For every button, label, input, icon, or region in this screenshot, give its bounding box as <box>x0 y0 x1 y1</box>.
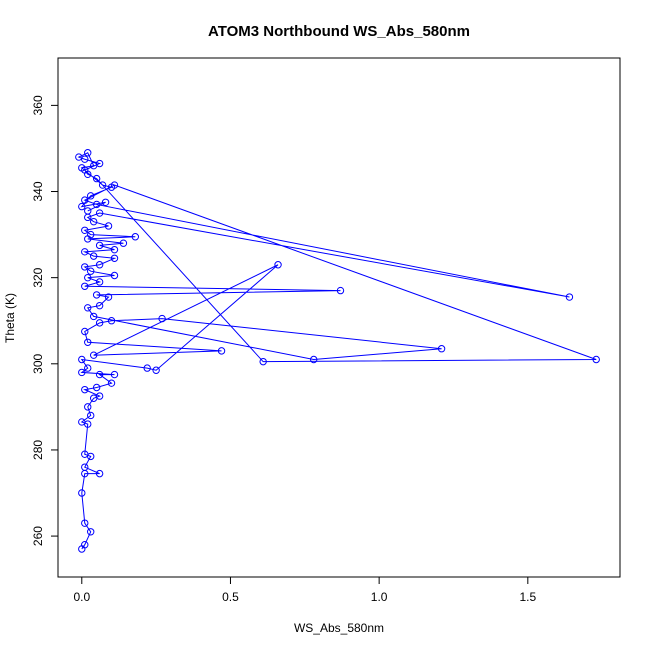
data-point <box>87 528 95 536</box>
data-point <box>95 319 104 327</box>
x-axis-label: WS_Abs_580nm <box>294 621 384 635</box>
data-point <box>81 248 89 256</box>
data-point <box>87 192 95 200</box>
data-point <box>119 239 128 247</box>
data-point <box>217 347 226 355</box>
data-point <box>104 293 113 301</box>
data-point <box>95 241 104 250</box>
data-point <box>143 364 151 372</box>
data-point <box>107 183 116 191</box>
data-point <box>274 261 282 269</box>
y-tick-label: 280 <box>31 440 45 460</box>
data-point <box>152 366 160 374</box>
data-point <box>110 254 119 262</box>
y-axis-label: Theta (K) <box>3 293 17 343</box>
x-tick-label: 1.5 <box>519 590 536 604</box>
data-point <box>84 149 92 157</box>
data-point <box>81 263 89 271</box>
data-point <box>107 317 116 325</box>
y-tick-label: 300 <box>31 353 45 373</box>
data-point <box>437 345 446 353</box>
y-tick-label: 320 <box>31 267 45 287</box>
data-point <box>75 153 83 161</box>
data-point <box>89 252 98 260</box>
data-point <box>84 403 92 411</box>
data-point <box>110 245 119 254</box>
data-point <box>95 209 104 217</box>
data-point <box>78 489 86 497</box>
data-point <box>87 230 95 239</box>
y-axis: 260 280 300 320 340 360 <box>31 95 58 546</box>
data-point <box>84 304 92 312</box>
data-point <box>87 411 95 420</box>
data-point <box>81 519 89 527</box>
data-point <box>78 368 86 377</box>
data-point <box>92 291 101 299</box>
data-point <box>92 200 101 209</box>
data-point <box>98 181 107 189</box>
data-point <box>259 357 267 366</box>
data-point <box>158 314 166 323</box>
data-point <box>95 278 104 286</box>
data-point <box>84 364 92 372</box>
data-point <box>95 261 104 269</box>
data-point <box>131 233 140 241</box>
data-point <box>78 202 86 211</box>
series-layer <box>75 149 600 553</box>
chart-title: ATOM3 Northbound WS_Abs_580nm <box>208 23 470 40</box>
data-point <box>78 164 86 172</box>
data-point <box>107 379 116 387</box>
data-point <box>95 301 104 310</box>
y-tick-label: 260 <box>31 526 45 546</box>
data-point <box>101 198 110 206</box>
data-point <box>89 217 98 226</box>
data-point <box>81 385 89 394</box>
data-point <box>81 226 89 234</box>
data-point <box>78 418 86 426</box>
x-tick-label: 0.5 <box>222 590 239 604</box>
series-line <box>77 152 597 550</box>
data-point <box>84 338 92 346</box>
data-point <box>95 469 104 478</box>
data-point <box>84 207 92 215</box>
data-point <box>92 383 101 392</box>
data-point <box>89 312 98 321</box>
x-tick-label: 0.0 <box>73 590 90 604</box>
data-point <box>110 271 119 280</box>
data-point <box>336 286 345 295</box>
data-point <box>81 327 89 336</box>
data-point <box>87 267 95 275</box>
data-point <box>565 293 574 301</box>
data-point <box>81 540 89 549</box>
data-point <box>78 355 86 364</box>
data-point <box>95 392 104 400</box>
data-point <box>92 174 101 183</box>
data-point <box>110 370 119 379</box>
data-point <box>89 161 98 170</box>
data-point <box>104 222 113 230</box>
x-tick-label: 1.0 <box>371 590 388 604</box>
data-point <box>81 450 89 458</box>
data-point <box>81 196 89 204</box>
data-point <box>81 463 89 471</box>
data-point <box>81 282 89 290</box>
plot-frame <box>57 57 621 578</box>
y-tick-label: 360 <box>31 95 45 115</box>
data-point <box>84 273 92 282</box>
y-tick-label: 340 <box>31 181 45 201</box>
x-axis: 0.0 0.5 1.0 1.5 <box>73 577 536 604</box>
data-point <box>95 370 104 379</box>
data-point <box>310 355 318 364</box>
data-point <box>592 355 600 364</box>
data-point <box>89 351 98 359</box>
